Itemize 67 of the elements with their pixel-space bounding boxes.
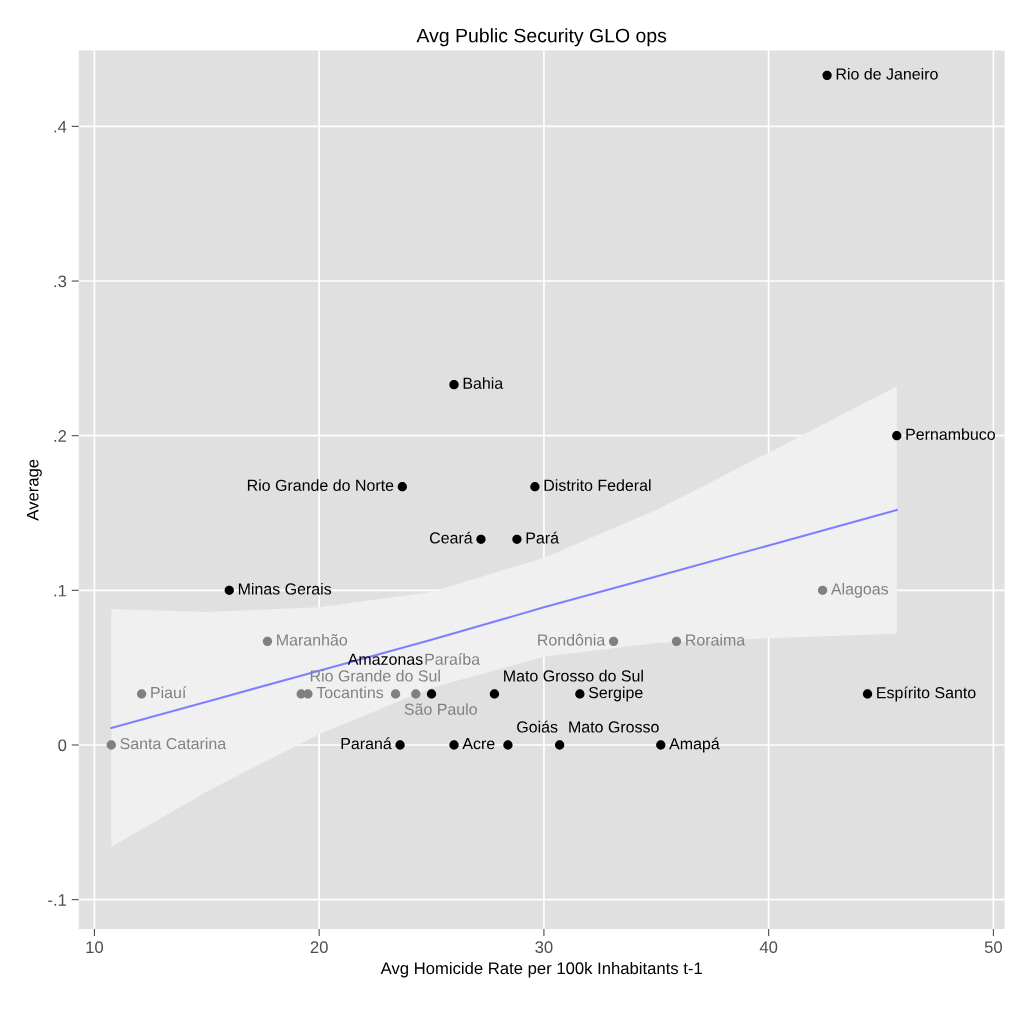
point: [503, 740, 513, 750]
series-label: Minas Gerais: [238, 582, 332, 595]
point: [671, 636, 682, 647]
point: [449, 740, 459, 750]
point: [106, 740, 116, 750]
series-label: Tocantins: [316, 686, 384, 699]
series-label: Alagoas: [830, 582, 889, 598]
point: [397, 482, 407, 492]
point: [656, 740, 666, 750]
point: [411, 689, 421, 699]
point: [608, 636, 619, 647]
y-tick-label: 0: [58, 739, 67, 752]
y-tick-label: .2: [54, 430, 67, 442]
series-label: Acre: [462, 738, 495, 750]
series-label: Roraima: [686, 633, 746, 646]
x-tick-label: 30: [535, 941, 553, 954]
point: [892, 431, 902, 441]
x-tick-label: 50: [984, 941, 1003, 954]
point: [395, 740, 405, 750]
point: [554, 740, 565, 750]
point: [449, 379, 459, 390]
point: [575, 689, 585, 699]
point: [512, 534, 522, 544]
point: [476, 534, 486, 544]
point: [530, 482, 540, 492]
point: [426, 689, 437, 699]
y-axis-title: Average: [26, 459, 42, 521]
y-tick-label: .4: [54, 120, 67, 133]
x-tick-label: 40: [759, 941, 778, 954]
series-label: Paraíba: [425, 652, 481, 665]
series-label: Pernambuco: [906, 428, 995, 440]
series-label: Ceará: [429, 531, 473, 544]
point: [862, 689, 873, 699]
point: [136, 689, 147, 699]
point: [224, 585, 234, 595]
series-label: Amazonas: [347, 653, 423, 665]
series-label: Rio Grande do Sul: [310, 669, 440, 682]
point: [822, 70, 832, 80]
series-label: Piauí: [151, 686, 187, 699]
series-label: Maranhão: [277, 633, 348, 646]
series-label: Goiás: [517, 720, 558, 733]
chart-title: Avg Public Security GLO ops: [416, 28, 667, 47]
y-tick-label: .1: [54, 584, 67, 597]
series-label: Mato Grosso do Sul: [504, 669, 643, 682]
point: [390, 689, 401, 699]
series-label: Pará: [526, 531, 560, 544]
x-tick-label: 10: [86, 941, 104, 954]
point: [817, 585, 828, 595]
series-label: Distrito Federal: [544, 479, 651, 491]
series-label: Amapá: [669, 737, 720, 753]
series-label: Rio Grande do Norte: [247, 479, 394, 491]
series-label: Rio de Janeiro: [836, 67, 938, 80]
y-tick-label: .3: [54, 275, 67, 288]
series-label: Espírito Santo: [877, 686, 976, 702]
series-label: Paraná: [341, 737, 392, 750]
x-axis-title: Avg Homicide Rate per 100k Inhabitants t-1: [380, 961, 702, 978]
series-label: Sergipe: [588, 686, 643, 702]
point: [303, 689, 313, 699]
series-label: Mato Grosso: [569, 721, 659, 733]
series-label: São Paulo: [404, 703, 477, 715]
series-label: Santa Catarina: [120, 737, 227, 750]
point: [262, 636, 273, 647]
series-label: Bahia: [463, 377, 504, 389]
x-tick-label: 20: [310, 941, 328, 954]
series-label: Rondônia: [538, 633, 606, 646]
y-tick-label: -.1: [48, 894, 67, 906]
point: [489, 689, 500, 699]
